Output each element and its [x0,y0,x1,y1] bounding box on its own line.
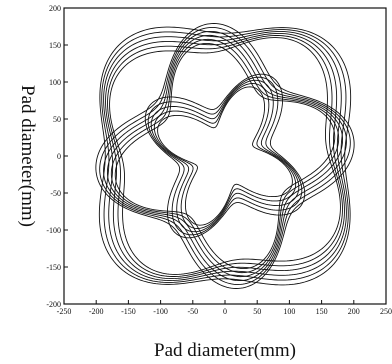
x-tick-label: 50 [253,307,261,316]
y-tick-label: 200 [49,4,61,13]
trajectory-loop [147,76,303,236]
y-tick-label: 100 [49,78,61,87]
trajectory-curves [95,23,355,289]
trajectory-loop [103,30,347,282]
x-tick-label: 100 [283,307,295,316]
trajectory-loop [153,83,297,229]
y-tick-label: -150 [46,263,61,272]
trajectory-loop [99,26,351,286]
y-tick-label: 0 [57,152,61,161]
trajectory-loop [101,29,349,283]
y-axis-ticks: -200 -150 -100 -50 0 50 100 150 200 [46,4,68,309]
trajectory-loop [109,37,341,275]
trajectory-loop [144,73,306,239]
y-tick-label: 150 [49,41,61,50]
trajectory-loop [95,23,355,289]
x-tick-label: -250 [57,307,72,316]
x-axis-title: Pad diameter(mm) [154,340,296,361]
trajectory-loop [103,31,347,281]
x-tick-label: 150 [316,307,328,316]
x-axis-ticks: -250 -200 -150 -100 -50 0 50 100 150 200 250 [57,300,392,316]
trajectory-loop [106,34,344,278]
x-tick-label: -150 [121,307,136,316]
y-tick-label: 50 [53,115,61,124]
x-tick-label: -200 [89,307,104,316]
y-tick-label: -50 [50,189,61,198]
x-tick-label: 250 [380,307,392,316]
trajectory-loop [98,26,352,286]
x-tick-label: -100 [153,307,168,316]
trajectory-loop [105,32,345,280]
trajectory-loop [150,79,300,233]
x-tick-label: -50 [187,307,198,316]
x-tick-label: 0 [223,307,227,316]
y-tick-label: -200 [46,300,61,309]
trajectory-loop [110,38,340,274]
y-axis-title: Pad diameter(mm) [17,85,38,227]
x-tick-label: 200 [348,307,360,316]
trajectory-loop [107,35,343,277]
trajectory-loop [114,42,336,270]
trajectory-loop [157,86,293,226]
y-tick-label: -100 [46,226,61,235]
